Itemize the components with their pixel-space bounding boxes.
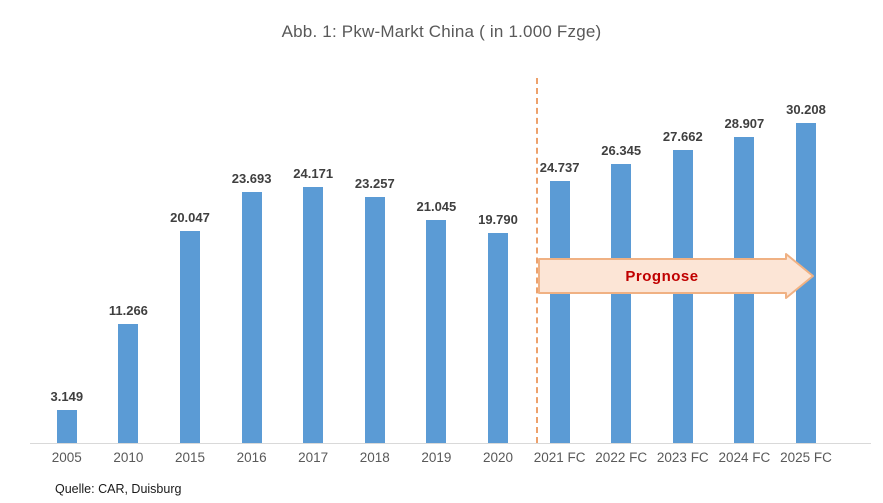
bar-value-label: 24.171	[291, 166, 336, 181]
x-axis-label: 2005	[51, 450, 82, 465]
bar-value-label: 23.257	[352, 176, 397, 191]
bar	[179, 231, 200, 443]
bar-value-label: 28.907	[722, 116, 767, 131]
bar-value-label: 23.693	[229, 171, 274, 186]
x-axis-label: 2025 FC	[780, 450, 832, 465]
x-axis-label: 2021 FC	[533, 450, 586, 465]
x-axis-label: 2017	[298, 450, 329, 465]
forecast-divider-line	[536, 78, 538, 443]
x-axis-label: 2019	[421, 450, 452, 465]
x-axis-label: 2018	[359, 450, 390, 465]
bar	[364, 197, 385, 443]
bar-column: 24.737	[529, 0, 591, 443]
bar-value-label: 11.266	[106, 303, 150, 318]
bar-column: 30.208	[775, 0, 837, 443]
bar-column: 3.149	[36, 0, 98, 443]
bar-column: 23.257	[344, 0, 406, 443]
x-axis-label: 2016	[236, 450, 267, 465]
x-axis-label: 2010	[113, 450, 144, 465]
x-axis-label: 2023 FC	[656, 450, 709, 465]
bar-column: 24.171	[282, 0, 344, 443]
bar	[303, 187, 324, 443]
bar	[672, 150, 693, 443]
bar-column: 21.045	[406, 0, 468, 443]
bar-value-label: 20.047	[168, 210, 212, 225]
bar-column: 19.790	[467, 0, 529, 443]
x-axis-label: 2015	[174, 450, 205, 465]
bar-column: 26.345	[590, 0, 652, 443]
bar-value-label: 27.662	[660, 129, 705, 144]
prognose-label: Prognose	[625, 267, 699, 285]
bar-value-label: 19.790	[476, 212, 520, 227]
bar-value-label: 30.208	[784, 102, 828, 117]
x-axis-label: 2024 FC	[718, 450, 771, 465]
x-axis-line	[30, 443, 871, 444]
source-note: Quelle: CAR, Duisburg	[55, 482, 182, 496]
bar	[56, 410, 77, 443]
bar	[549, 181, 570, 443]
prognose-arrow: Prognose	[538, 252, 816, 300]
bar-column: 20.047	[159, 0, 221, 443]
bar	[426, 220, 447, 443]
bar-value-label: 26.345	[599, 143, 644, 158]
bar	[487, 233, 508, 443]
bar	[118, 324, 139, 443]
bar-column: 27.662	[652, 0, 714, 443]
x-axis-label: 2020	[482, 450, 513, 465]
bar-value-label: 21.045	[414, 199, 459, 214]
bar	[241, 192, 262, 443]
bar-value-label: 24.737	[537, 160, 582, 175]
chart-title: Abb. 1: Pkw-Markt China ( in 1.000 Fzge)	[281, 22, 602, 41]
bar-column: 11.266	[98, 0, 160, 443]
bar	[611, 164, 632, 443]
x-axis-label: 2022 FC	[595, 450, 648, 465]
prognose-arrow-shape	[538, 253, 814, 299]
bar-column: 28.907	[714, 0, 776, 443]
bar-value-label: 3.149	[48, 389, 86, 404]
bar-column: 23.693	[221, 0, 283, 443]
